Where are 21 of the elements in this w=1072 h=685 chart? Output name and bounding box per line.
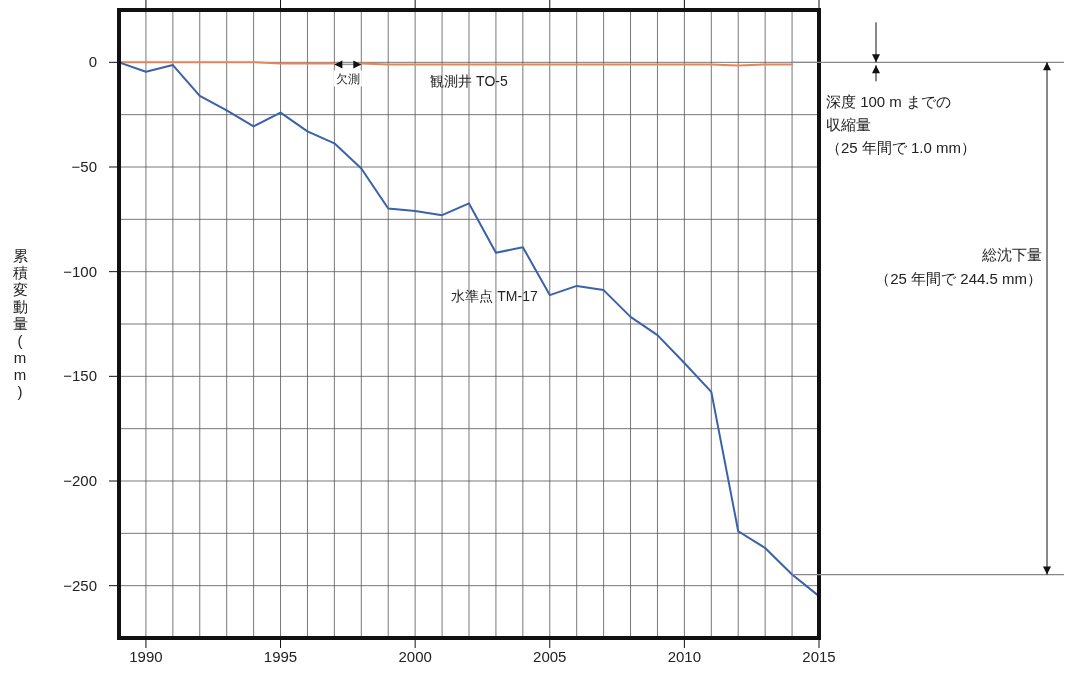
- x-tick-label: 2005: [533, 648, 567, 665]
- x-tick-label: 2000: [398, 648, 432, 665]
- x-tick-label: 2010: [667, 648, 702, 665]
- x-tick-label: 1990: [129, 648, 163, 665]
- y-axis-title: 累積変動量 (mm): [12, 247, 28, 400]
- y-tick-label: −50: [71, 158, 97, 175]
- text: 総沈下量: [981, 246, 1042, 263]
- text: 深度 100 m までの: [826, 93, 952, 110]
- series-label: 水準点 TM-17: [451, 288, 538, 305]
- y-tick-label: 0: [88, 53, 97, 71]
- text: 収縮量: [826, 116, 871, 133]
- x-tick-label: 1995: [263, 648, 298, 665]
- series-label: 観測井 TO-5: [430, 73, 508, 90]
- text: （25 年間で 244.5 mm）: [875, 270, 1042, 287]
- y-tick-label: −100: [63, 262, 97, 280]
- y-tick-label: −200: [63, 472, 97, 489]
- annotation: 欠測: [335, 72, 360, 87]
- text: （25 年間で 1.0 mm）: [826, 139, 977, 156]
- x-tick-label: 2015: [802, 648, 836, 665]
- y-tick-label: −250: [63, 576, 97, 594]
- y-tick-label: −150: [63, 367, 97, 385]
